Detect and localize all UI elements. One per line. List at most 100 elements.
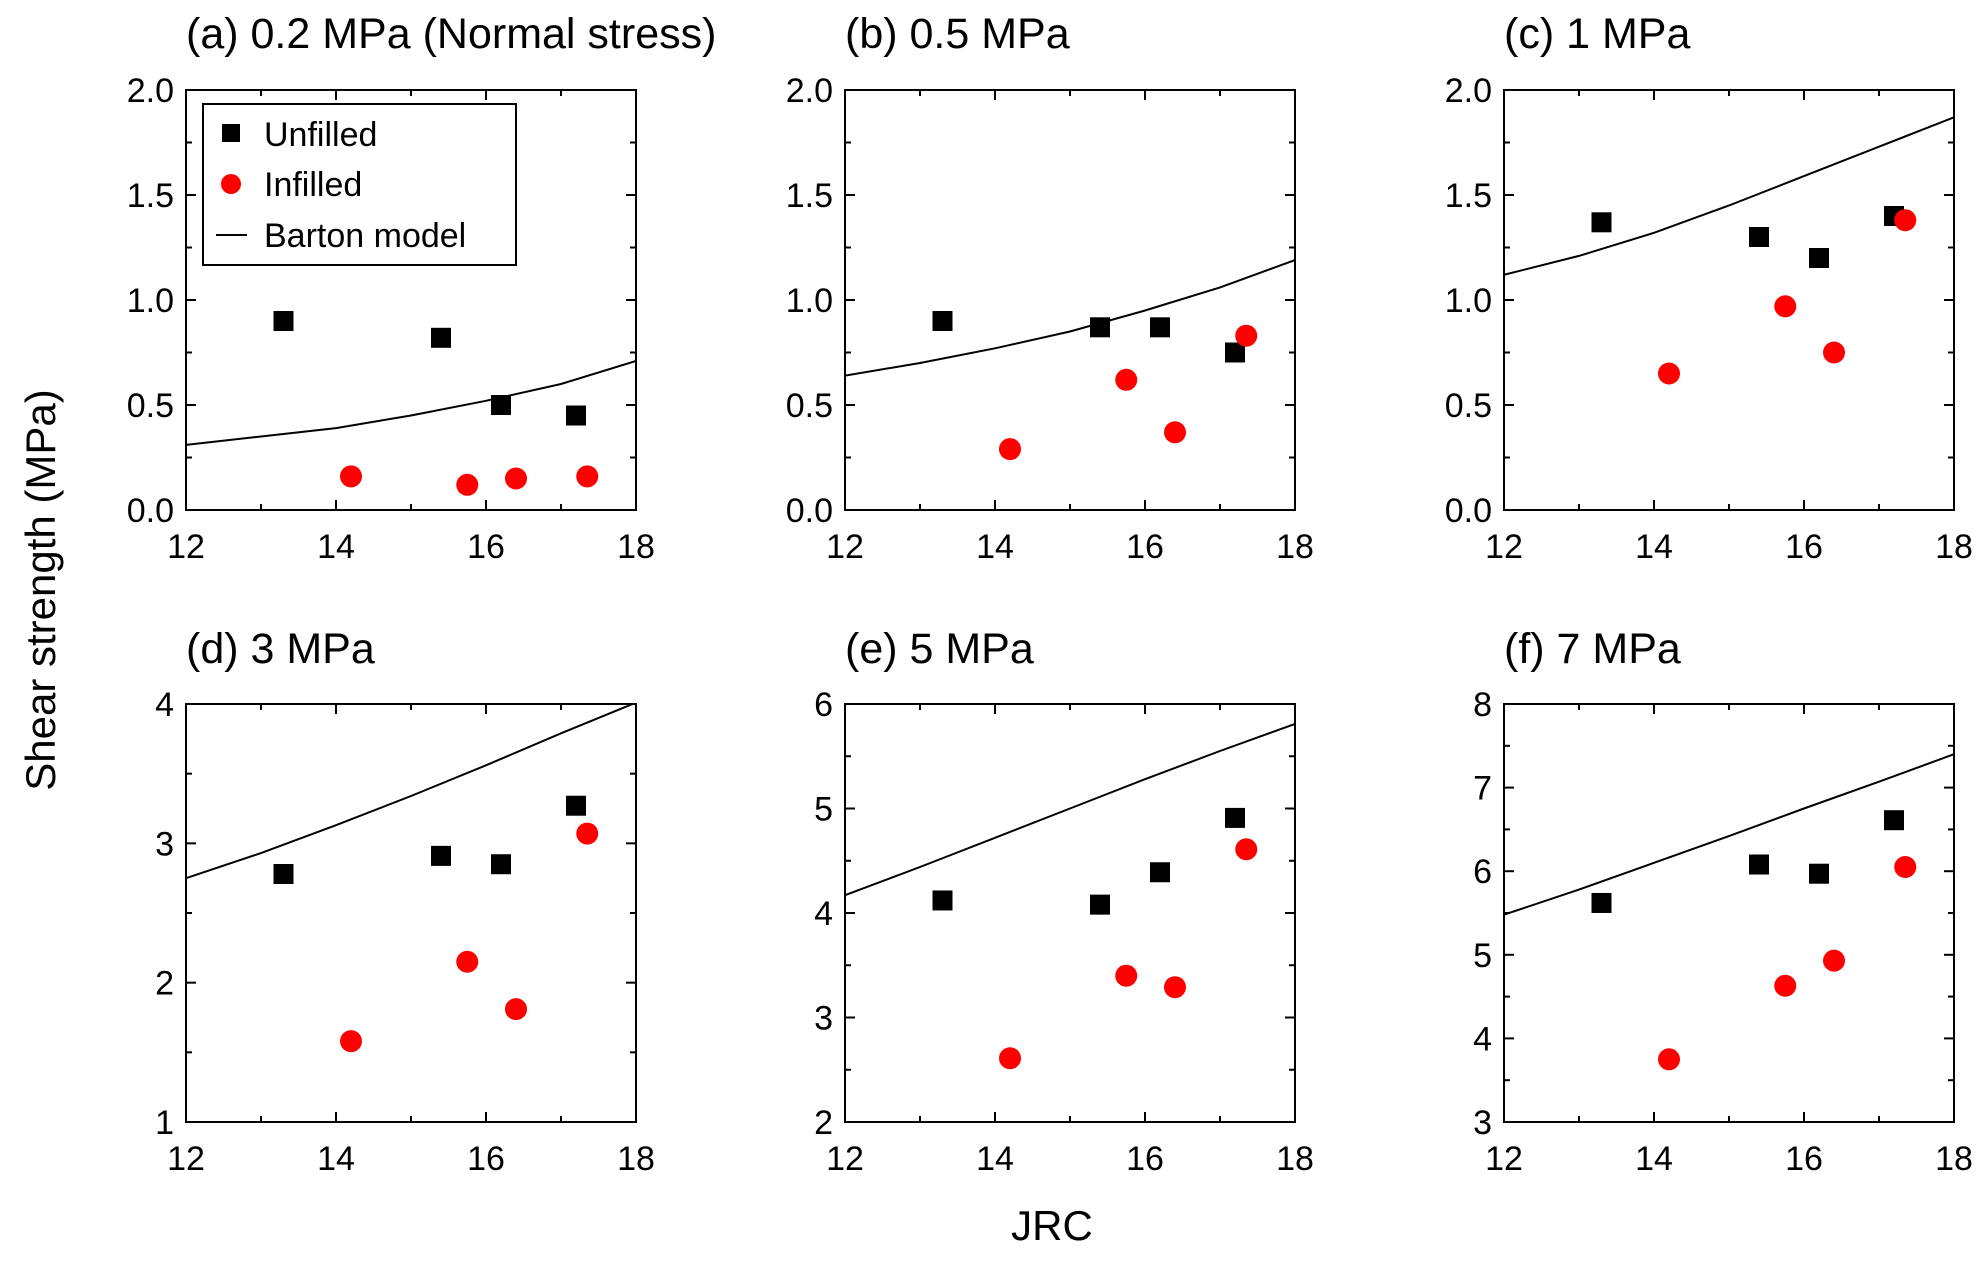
x-tick-label: 14 [976,528,1014,566]
y-tick-label: 6 [814,686,833,724]
panel-b-0-5-mpa: (b) 0.5 MPa 12 14 16 18 0.0 0.5 1.0 1.5 2.0 [786,10,1314,566]
unfilled-point [1090,894,1110,915]
infilled-point [576,822,599,845]
y-tick-label: 1 [155,1104,174,1142]
legend-box [202,103,517,266]
y-tick-label: 6 [1473,853,1492,891]
infilled-point [1164,421,1186,444]
unfilled-point [1150,862,1170,883]
unfilled-point [566,795,586,816]
infilled-point [1774,974,1797,997]
barton-model-line [186,704,636,880]
panel-a-0-2-mpa: (a) 0.2 MPa (Normal stress) 12 14 16 18 0.0 0… [127,10,717,566]
legend: Unfilled Infilled Barton model [202,103,517,266]
y-tick-label: 5 [814,791,833,829]
x-tick-label: 18 [1276,528,1314,566]
unfilled-point [566,405,586,426]
x-tick-label: 18 [1935,528,1973,566]
y-tick-label: 1.5 [786,177,833,215]
y-tick-label: 1.0 [786,282,833,320]
barton-model-line [845,722,1295,897]
infilled-point [1115,368,1138,391]
unfilled-point [932,890,953,911]
unfilled-point [1225,342,1245,363]
y-tick-label: 0.5 [127,387,174,425]
x-tick-label: 16 [1785,528,1823,566]
y-tick-label: 0.0 [127,492,174,530]
infilled-point [1658,362,1680,385]
x-tick-label: 14 [317,1140,355,1178]
barton-model-line [845,259,1295,377]
unfilled-point [431,845,451,866]
infilled-point [1823,949,1845,972]
unfilled-point [431,327,451,348]
x-axis-title: JRC [1011,1202,1093,1249]
y-tick-label: 5 [1473,937,1492,975]
unfilled-point [1225,807,1245,828]
y-tick-label: 4 [155,686,174,724]
unfilled-point [1150,317,1170,338]
y-tick-label: 0.0 [1445,492,1492,530]
y-tick-label: 7 [1473,770,1492,808]
infilled-point [1774,295,1797,318]
unfilled-point [273,311,294,331]
legend-infilled-label: Infilled [264,166,362,204]
x-tick-label: 16 [467,528,505,566]
x-tick-label: 16 [1785,1140,1823,1178]
y-tick-label: 3 [1473,1104,1492,1142]
x-tick-label: 12 [1485,1140,1523,1178]
y-tick-label: 0.5 [786,387,833,425]
legend-model-label: Barton model [264,217,466,255]
x-tick-label: 18 [617,1140,655,1178]
y-tick-label: 2 [814,1104,833,1142]
infilled-point [456,473,479,496]
y-tick-label: 4 [814,895,833,933]
infilled-point [576,465,599,488]
panel-f-7-mpa: (f) 7 MPa 12 14 16 18 3 4 5 6 7 8 [1473,625,1973,1178]
y-tick-label: 8 [1473,686,1492,724]
panel-title: (b) 0.5 MPa [845,10,1070,58]
unfilled-point [1591,892,1612,913]
x-tick-label: 12 [167,1140,205,1178]
x-tick-label: 12 [167,528,205,566]
panel-title: (d) 3 MPa [186,625,375,673]
legend-infilled-marker [221,174,241,194]
x-tick-label: 18 [1276,1140,1314,1178]
barton-model-line [1504,116,1954,276]
infilled-point [1658,1048,1680,1071]
panel-title: (f) 7 MPa [1504,625,1681,673]
panel-title: (c) 1 MPa [1504,10,1690,58]
x-tick-label: 16 [1126,528,1164,566]
unfilled-point [932,311,953,331]
y-tick-label: 2.0 [786,72,833,110]
unfilled-point [491,395,511,415]
infilled-point [1235,838,1258,861]
unfilled-point [1809,863,1829,884]
barton-model-line [1504,753,1954,916]
infilled-point [1823,341,1845,364]
y-tick-label: 0.5 [1445,387,1492,425]
y-tick-label: 1.5 [1445,177,1492,215]
infilled-point [999,438,1021,461]
x-tick-label: 12 [826,528,864,566]
y-tick-label: 2.0 [127,72,174,110]
infilled-point [456,950,479,973]
panel-c-1-mpa: (c) 1 MPa 12 14 16 18 0.0 0.5 1.0 1.5 2.0 [1445,10,1973,566]
unfilled-point [1809,248,1829,268]
y-tick-label: 4 [1473,1020,1492,1058]
x-tick-label: 14 [1635,1140,1673,1178]
y-axis-title: Shear strength (MPa) [17,389,64,791]
x-tick-label: 18 [617,528,655,566]
y-tick-label: 3 [155,825,174,863]
x-tick-label: 14 [1635,528,1673,566]
legend-unfilled-label: Unfilled [264,116,377,154]
unfilled-point [273,863,294,884]
unfilled-point [1884,810,1904,831]
y-tick-label: 1.0 [127,282,174,320]
infilled-point [340,1030,362,1053]
panel-title: (e) 5 MPa [845,625,1034,673]
unfilled-point [1749,227,1769,247]
unfilled-point [491,854,511,875]
x-tick-label: 12 [826,1140,864,1178]
